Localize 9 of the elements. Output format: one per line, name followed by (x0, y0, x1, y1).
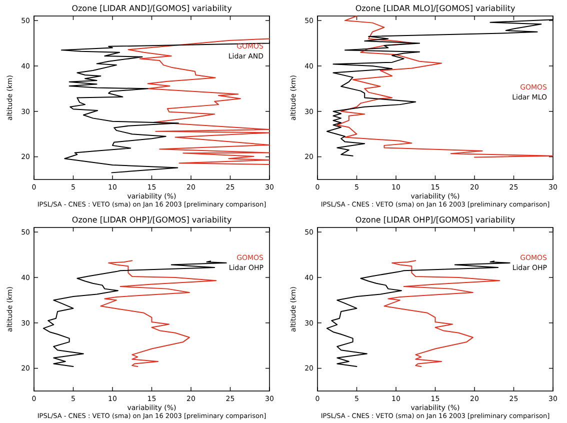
line-series (384, 260, 500, 367)
chart-title: Ozone [LIDAR MLO]/[GOMOS] variability (355, 4, 516, 13)
line-series (100, 260, 217, 367)
chart-title: Ozone [LIDAR AND]/[GOMOS] variability (72, 4, 232, 13)
line-series (326, 260, 510, 367)
line-series (42, 260, 227, 367)
line-series (128, 38, 270, 166)
chart-title: Ozone [LIDAR OHP]/[GOMOS] variability (72, 216, 232, 224)
chart-title: Ozone [LIDAR OHP]/[GOMOS] variability (355, 216, 516, 224)
